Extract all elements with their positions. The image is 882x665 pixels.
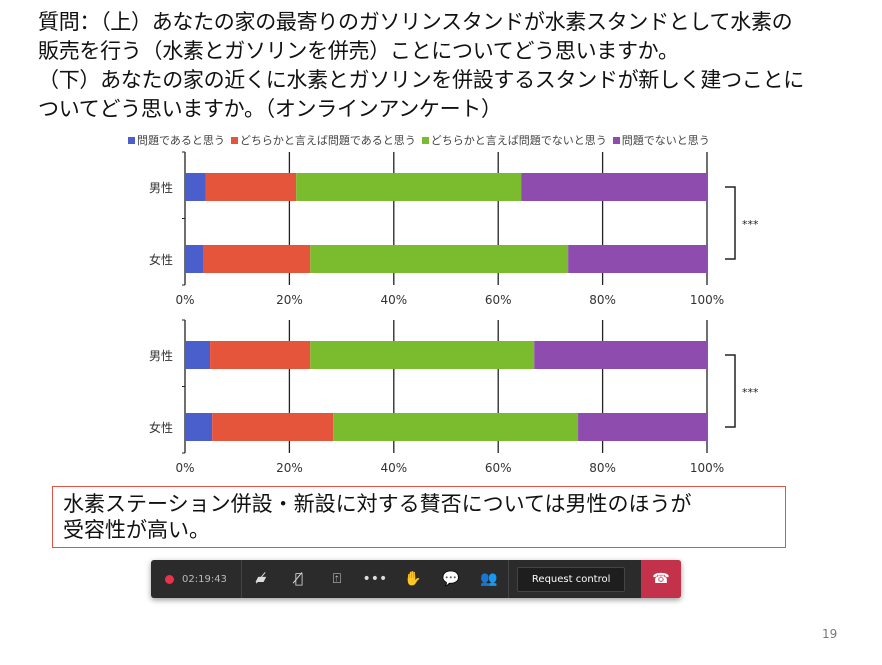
conclusion-box: 水素ステーション併設・新設に対する賛否については男性のほうが 受容性が高い。 <box>52 486 786 548</box>
y-category-label: 男性 <box>149 181 173 195</box>
question-line-3: （下）あなたの家の近くに水素とガソリンを併設するスタンドが新しく建つことに <box>38 68 804 92</box>
x-tick-label: 80% <box>589 461 616 475</box>
x-tick-label: 60% <box>485 293 512 307</box>
hang-up-button[interactable]: ☎ <box>641 560 681 598</box>
divider <box>507 560 509 598</box>
x-tick-label: 40% <box>380 293 407 307</box>
x-tick-label: 0% <box>175 461 194 475</box>
legend-label: 問題であると思う <box>137 134 225 147</box>
bar-segment <box>310 341 535 369</box>
request-control-button[interactable]: Request control <box>516 566 626 592</box>
x-tick-label: 40% <box>380 461 407 475</box>
divider <box>240 560 242 598</box>
raise-hand-button[interactable]: ✋ <box>394 560 432 598</box>
bar-segment <box>296 173 522 201</box>
legend-label: どちらかと言えば問題でないと思う <box>430 134 607 147</box>
bar-segment <box>212 413 334 441</box>
legend-swatch <box>230 136 238 144</box>
record-icon <box>165 574 174 584</box>
bar-segment <box>210 341 311 369</box>
more-icon: ••• <box>362 571 388 587</box>
meeting-timer: 02:19:43 <box>182 573 227 585</box>
x-tick-label: 100% <box>690 293 724 307</box>
question-line-4: ついてどう思いますか。（オンラインアンケート） <box>38 97 502 121</box>
camera-off-button[interactable]: ▰̸ <box>242 560 280 598</box>
legend-label: 問題でないと思う <box>621 134 710 147</box>
participants-button[interactable]: 👥 <box>470 560 508 598</box>
significance-label: *** <box>742 386 759 399</box>
share-icon: ⍐ <box>332 571 342 587</box>
mic-off-icon: 🎙̸ <box>294 571 304 587</box>
x-tick-label: 80% <box>589 293 616 307</box>
bar-segment <box>185 341 211 369</box>
x-tick-label: 100% <box>690 461 724 475</box>
chat-icon: 💬 <box>442 571 460 587</box>
bar-segment <box>333 413 579 441</box>
conclusion-line-2: 受容性が高い。 <box>63 518 210 542</box>
page-number: 19 <box>822 627 838 641</box>
chat-button[interactable]: 💬 <box>432 560 470 598</box>
conclusion-line-1: 水素ステーション併設・新設に対する賛否については男性のほうが <box>63 492 692 516</box>
question-line-1: 質問：（上）あなたの家の最寄りのガソリンスタンドが水素スタンドとして水素の <box>38 10 793 34</box>
y-category-label: 男性 <box>149 349 173 363</box>
bar-segment <box>534 341 707 369</box>
bar-segment <box>568 245 707 273</box>
y-category-label: 女性 <box>149 420 173 435</box>
mic-off-button[interactable]: 🎙̸ <box>280 560 318 598</box>
legend-item: 問題でないと思う <box>612 132 710 148</box>
question-line-2: 販売を行う（水素とガソリンを併売）ことについてどう思いますか。 <box>38 39 679 63</box>
legend-swatch <box>612 136 620 144</box>
bar-segment <box>185 173 206 201</box>
significance-bracket <box>725 186 736 260</box>
meeting-toolbar: 02:19:43 ▰̸ 🎙̸ ⍐ ••• ✋ 💬 👥 Request contr… <box>151 560 681 598</box>
legend-swatch <box>128 136 135 144</box>
bar-segment <box>203 245 311 273</box>
legend-label: どちらかと言えば問題であると思う <box>239 134 416 147</box>
bar-segment <box>578 413 707 441</box>
bar-segment <box>205 173 297 201</box>
more-button[interactable]: ••• <box>356 560 394 598</box>
participants-icon: 👥 <box>480 571 498 587</box>
significance-bracket <box>725 354 736 428</box>
hand-icon: ✋ <box>404 571 422 587</box>
significance-label: *** <box>742 218 759 231</box>
legend-item: どちらかと言えば問題でないと思う <box>421 132 607 148</box>
hang-up-icon: ☎ <box>652 571 670 587</box>
share-button[interactable]: ⍐ <box>318 560 356 598</box>
bar-segment <box>185 413 213 441</box>
legend-item: どちらかと言えば問題であると思う <box>230 132 416 148</box>
bar-segment <box>521 173 707 201</box>
y-category-label: 女性 <box>149 252 173 267</box>
x-tick-label: 20% <box>276 461 303 475</box>
recording-indicator: 02:19:43 <box>151 560 241 598</box>
legend-swatch <box>421 136 429 144</box>
x-tick-label: 0% <box>175 293 194 307</box>
bar-segment <box>185 245 204 273</box>
x-tick-label: 60% <box>485 461 512 475</box>
x-tick-label: 20% <box>276 293 303 307</box>
chart-legend: 問題であると思う どちらかと言えば問題であると思う どちらかと言えば問題でないと思う… <box>128 132 710 148</box>
legend-item: 問題であると思う <box>128 132 225 148</box>
camera-off-icon: ▰̸ <box>255 571 267 587</box>
bar-segment <box>310 245 569 273</box>
